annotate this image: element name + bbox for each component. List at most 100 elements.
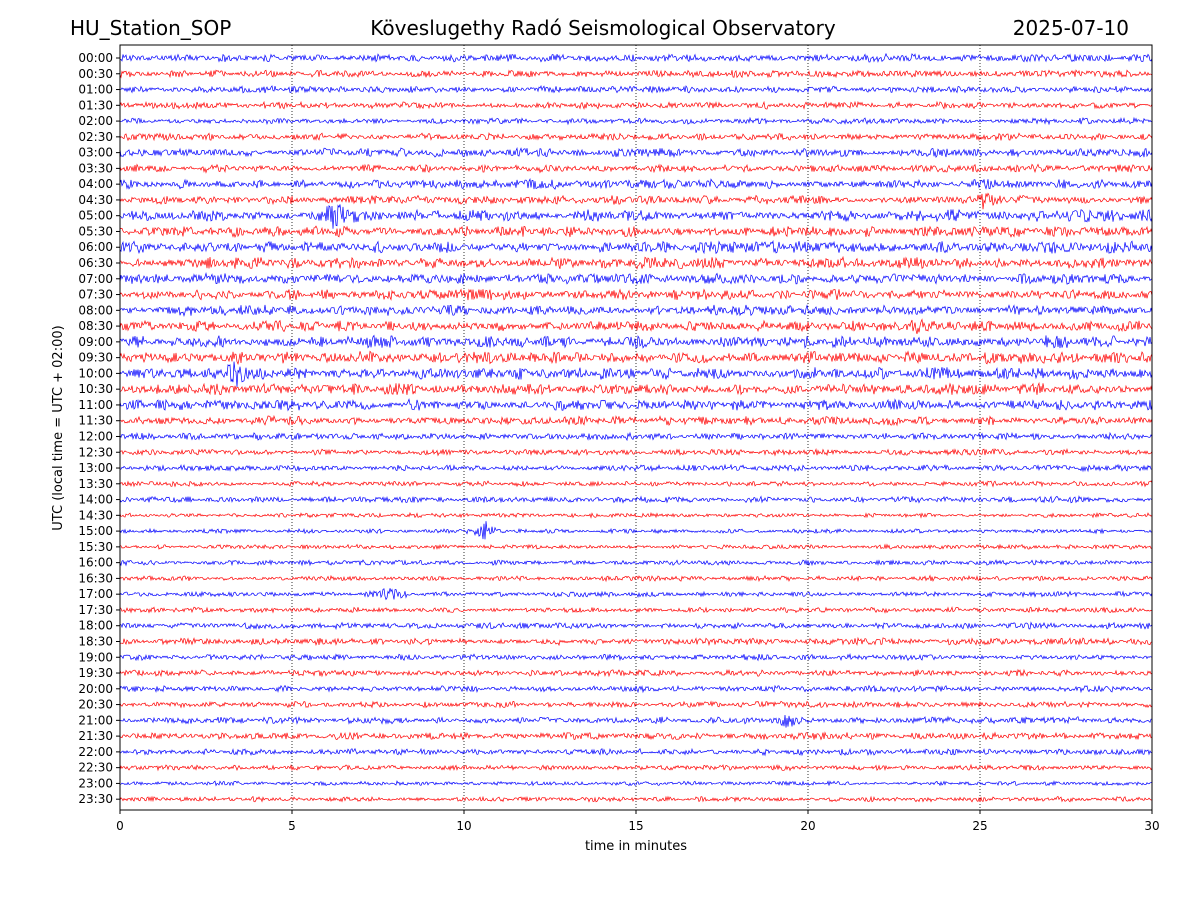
y-tick-label: 21:00: [78, 713, 113, 727]
trace-line: [119, 288, 1153, 301]
y-tick-label: 21:30: [78, 729, 113, 743]
trace-line: [119, 763, 1153, 772]
y-tick-label: 23:30: [78, 792, 113, 806]
y-tick-label: 06:30: [78, 256, 113, 270]
trace-line: [119, 52, 1153, 63]
trace-line: [119, 574, 1153, 583]
trace-line: [119, 431, 1153, 442]
y-tick-label: 15:30: [78, 540, 113, 554]
y-tick-label: 18:00: [78, 619, 113, 633]
y-tick-label: 00:30: [78, 67, 113, 81]
y-tick-label: 12:30: [78, 445, 113, 459]
y-tick-label: 01:00: [78, 83, 113, 97]
trace-line: [119, 334, 1153, 349]
trace-line: [119, 543, 1153, 551]
observatory-title: Köveslugethy Radó Seismological Observat…: [370, 16, 836, 40]
trace-line: [119, 146, 1153, 158]
x-tick-label: 0: [116, 819, 124, 833]
x-tick-label: 30: [1144, 819, 1159, 833]
trace-line: [119, 239, 1153, 255]
trace-line: [119, 414, 1153, 427]
trace-line: [119, 132, 1153, 142]
y-tick-label: 17:00: [78, 587, 113, 601]
trace-line: [119, 163, 1153, 174]
trace-line: [119, 178, 1153, 190]
trace-line: [119, 621, 1153, 631]
trace-line: [119, 700, 1153, 709]
trace-line: [119, 225, 1153, 239]
trace-line: [119, 495, 1153, 504]
trace-line: [119, 304, 1153, 317]
trace-line: [119, 747, 1153, 757]
trace-line: [119, 381, 1153, 396]
y-tick-label: 17:30: [78, 603, 113, 617]
trace-line: [119, 731, 1153, 741]
y-tick-label: 16:00: [78, 556, 113, 570]
trace-line: [119, 350, 1153, 366]
trace-line: [119, 606, 1153, 614]
y-tick-label: 10:30: [78, 382, 113, 396]
x-tick-label: 15: [628, 819, 643, 833]
trace-line: [120, 255, 1153, 270]
y-tick-label: 11:30: [78, 414, 113, 428]
trace-line: [119, 448, 1153, 457]
y-tick-label: 18:30: [78, 634, 113, 648]
trace-line: [119, 636, 1153, 647]
trace-line: [119, 559, 1153, 567]
trace-line: [119, 795, 1153, 803]
trace-line: [119, 85, 1153, 94]
y-tick-label: 14:00: [78, 493, 113, 507]
y-tick-label: 09:00: [78, 335, 113, 349]
trace-line: [119, 684, 1153, 694]
x-tick-label: 5: [288, 819, 296, 833]
grid-lines: [291, 45, 981, 810]
y-tick-label: 00:00: [78, 51, 113, 65]
y-tick-label: 22:30: [78, 761, 113, 775]
x-axis-label: time in minutes: [585, 839, 687, 854]
y-tick-label: 19:00: [78, 650, 113, 664]
y-tick-label: 13:30: [78, 477, 113, 491]
y-tick-label: 08:00: [78, 303, 113, 317]
y-tick-label: 02:00: [78, 114, 113, 128]
trace-line: [119, 100, 1153, 110]
trace-line: [119, 780, 1153, 787]
y-tick-label: 14:30: [78, 508, 113, 522]
trace-line: [119, 192, 1153, 210]
y-tick-label: 07:00: [78, 272, 113, 286]
station-name: HU_Station_SOP: [70, 16, 231, 40]
y-tick-label: 01:30: [78, 98, 113, 112]
y-tick-label: 12:00: [78, 429, 113, 443]
trace-line: [119, 480, 1153, 488]
y-tick-label: 07:30: [78, 288, 113, 302]
y-tick-label: 15:00: [78, 524, 113, 538]
x-tick-label: 25: [972, 819, 987, 833]
y-tick-label: 06:00: [78, 240, 113, 254]
trace-line: [119, 668, 1153, 678]
y-tick-label: 22:00: [78, 745, 113, 759]
trace-line: [119, 521, 1153, 540]
y-tick-label: 08:30: [78, 319, 113, 333]
trace-line: [119, 361, 1153, 388]
trace-line: [119, 204, 1153, 229]
plot-frame: [119, 44, 1153, 811]
y-tick-label: 05:30: [78, 224, 113, 238]
x-tick-label: 10: [456, 819, 471, 833]
y-tick-label: 04:30: [78, 193, 113, 207]
y-tick-label: 20:30: [78, 698, 113, 712]
y-tick-label: 16:30: [78, 571, 113, 585]
y-axis-label: UTC (local time = UTC + 02:00): [51, 325, 66, 530]
y-tick-label: 04:00: [78, 177, 113, 191]
y-tick-label: 13:00: [78, 461, 113, 475]
trace-line: [119, 69, 1153, 79]
trace-line: [119, 714, 1153, 728]
trace-line: [119, 272, 1153, 286]
date-label: 2025-07-10: [1013, 16, 1129, 40]
y-tick-label: 03:00: [78, 146, 113, 160]
y-tick-label: 11:00: [78, 398, 113, 412]
trace-line: [119, 116, 1153, 126]
trace-line: [119, 511, 1153, 519]
y-tick-label: 20:00: [78, 682, 113, 696]
